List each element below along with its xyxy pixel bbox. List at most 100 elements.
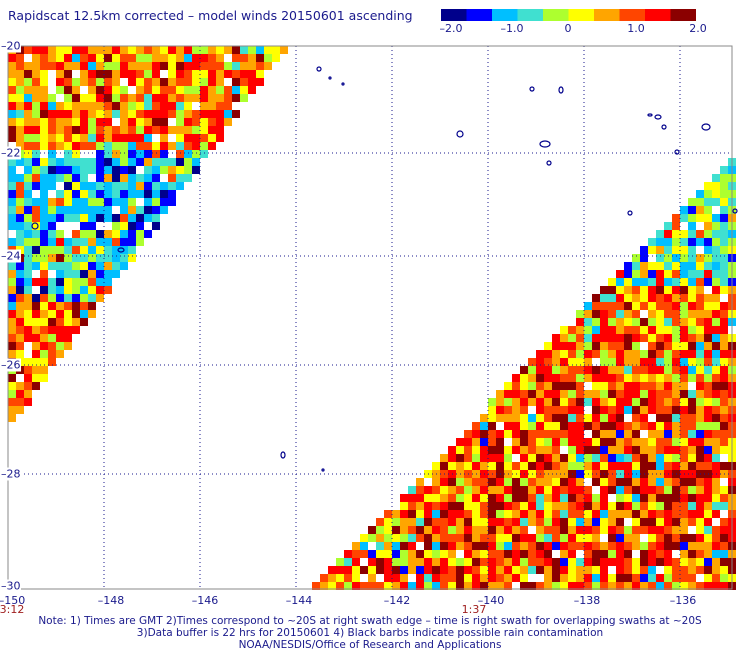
wind-cell — [408, 510, 416, 518]
wind-cell — [232, 70, 240, 78]
wind-cell — [720, 278, 728, 286]
wind-cell — [96, 102, 104, 110]
wind-cell — [128, 142, 136, 150]
wind-cell — [680, 534, 688, 542]
wind-cell — [104, 142, 112, 150]
wind-cell — [688, 438, 696, 446]
wind-cell — [664, 366, 672, 374]
wind-cell — [440, 494, 448, 502]
wind-cell — [696, 446, 704, 454]
wind-cell — [568, 406, 576, 414]
wind-cell — [384, 550, 392, 558]
wind-cell — [512, 486, 520, 494]
wind-cell — [648, 582, 656, 590]
wind-cell — [672, 310, 680, 318]
wind-cell — [672, 374, 680, 382]
wind-cell — [72, 278, 80, 286]
wind-cell — [136, 86, 144, 94]
wind-cell — [720, 422, 728, 430]
wind-cell — [424, 510, 432, 518]
wind-cell — [632, 558, 640, 566]
wind-cell — [608, 478, 616, 486]
wind-cell — [616, 438, 624, 446]
wind-cell — [16, 302, 24, 310]
wind-cell — [576, 526, 584, 534]
wind-cell — [48, 262, 56, 270]
wind-cell — [72, 102, 80, 110]
wind-cell — [512, 542, 520, 550]
wind-cell — [712, 350, 720, 358]
wind-cell — [32, 78, 40, 86]
wind-cell — [696, 582, 704, 590]
wind-cell — [696, 510, 704, 518]
wind-cell — [512, 438, 520, 446]
wind-cell — [656, 286, 664, 294]
wind-cell — [592, 310, 600, 318]
wind-cell — [32, 166, 40, 174]
wind-cell — [496, 430, 504, 438]
wind-cell — [584, 534, 592, 542]
wind-cell — [648, 510, 656, 518]
wind-cell — [696, 358, 704, 366]
wind-cell — [408, 526, 416, 534]
wind-cell — [64, 110, 72, 118]
wind-cell — [32, 358, 40, 366]
wind-cell — [472, 542, 480, 550]
wind-cell — [648, 390, 656, 398]
wind-cell — [624, 406, 632, 414]
wind-cell — [712, 510, 720, 518]
wind-cell — [16, 398, 24, 406]
wind-cell — [392, 550, 400, 558]
wind-cell — [592, 366, 600, 374]
wind-cell — [40, 366, 48, 374]
wind-cell — [656, 582, 664, 590]
wind-cell — [624, 398, 632, 406]
wind-cell — [184, 86, 192, 94]
wind-cell — [656, 430, 664, 438]
wind-cell — [520, 462, 528, 470]
island-outline — [558, 86, 564, 94]
wind-cell — [568, 486, 576, 494]
wind-cell — [504, 414, 512, 422]
wind-cell — [576, 478, 584, 486]
wind-cell — [520, 582, 528, 590]
wind-cell — [664, 222, 672, 230]
wind-cell — [392, 542, 400, 550]
wind-cell — [576, 510, 584, 518]
wind-cell — [24, 270, 32, 278]
wind-cell — [704, 270, 712, 278]
wind-cell — [672, 526, 680, 534]
wind-cell — [464, 534, 472, 542]
wind-cell — [64, 134, 72, 142]
wind-cell — [184, 126, 192, 134]
wind-cell — [48, 166, 56, 174]
wind-cell — [672, 478, 680, 486]
wind-cell — [504, 422, 512, 430]
wind-cell — [656, 454, 664, 462]
wind-cell — [712, 406, 720, 414]
wind-cell — [40, 158, 48, 166]
wind-cell — [600, 342, 608, 350]
wind-cell — [544, 366, 552, 374]
wind-cell — [384, 582, 392, 590]
wind-cell — [64, 86, 72, 94]
wind-cell — [56, 262, 64, 270]
wind-cell — [56, 198, 64, 206]
wind-cell — [592, 510, 600, 518]
wind-cell — [712, 286, 720, 294]
wind-cell — [544, 534, 552, 542]
wind-cell — [168, 86, 176, 94]
wind-cell — [432, 566, 440, 574]
wind-cell — [664, 342, 672, 350]
wind-cell — [264, 54, 272, 62]
wind-cell — [144, 182, 152, 190]
wind-cell — [456, 566, 464, 574]
wind-cell — [496, 478, 504, 486]
wind-cell — [16, 214, 24, 222]
wind-cell — [504, 390, 512, 398]
wind-cell — [544, 382, 552, 390]
wind-cell — [704, 502, 712, 510]
wind-cell — [16, 198, 24, 206]
wind-cell — [704, 334, 712, 342]
wind-cell — [688, 462, 696, 470]
